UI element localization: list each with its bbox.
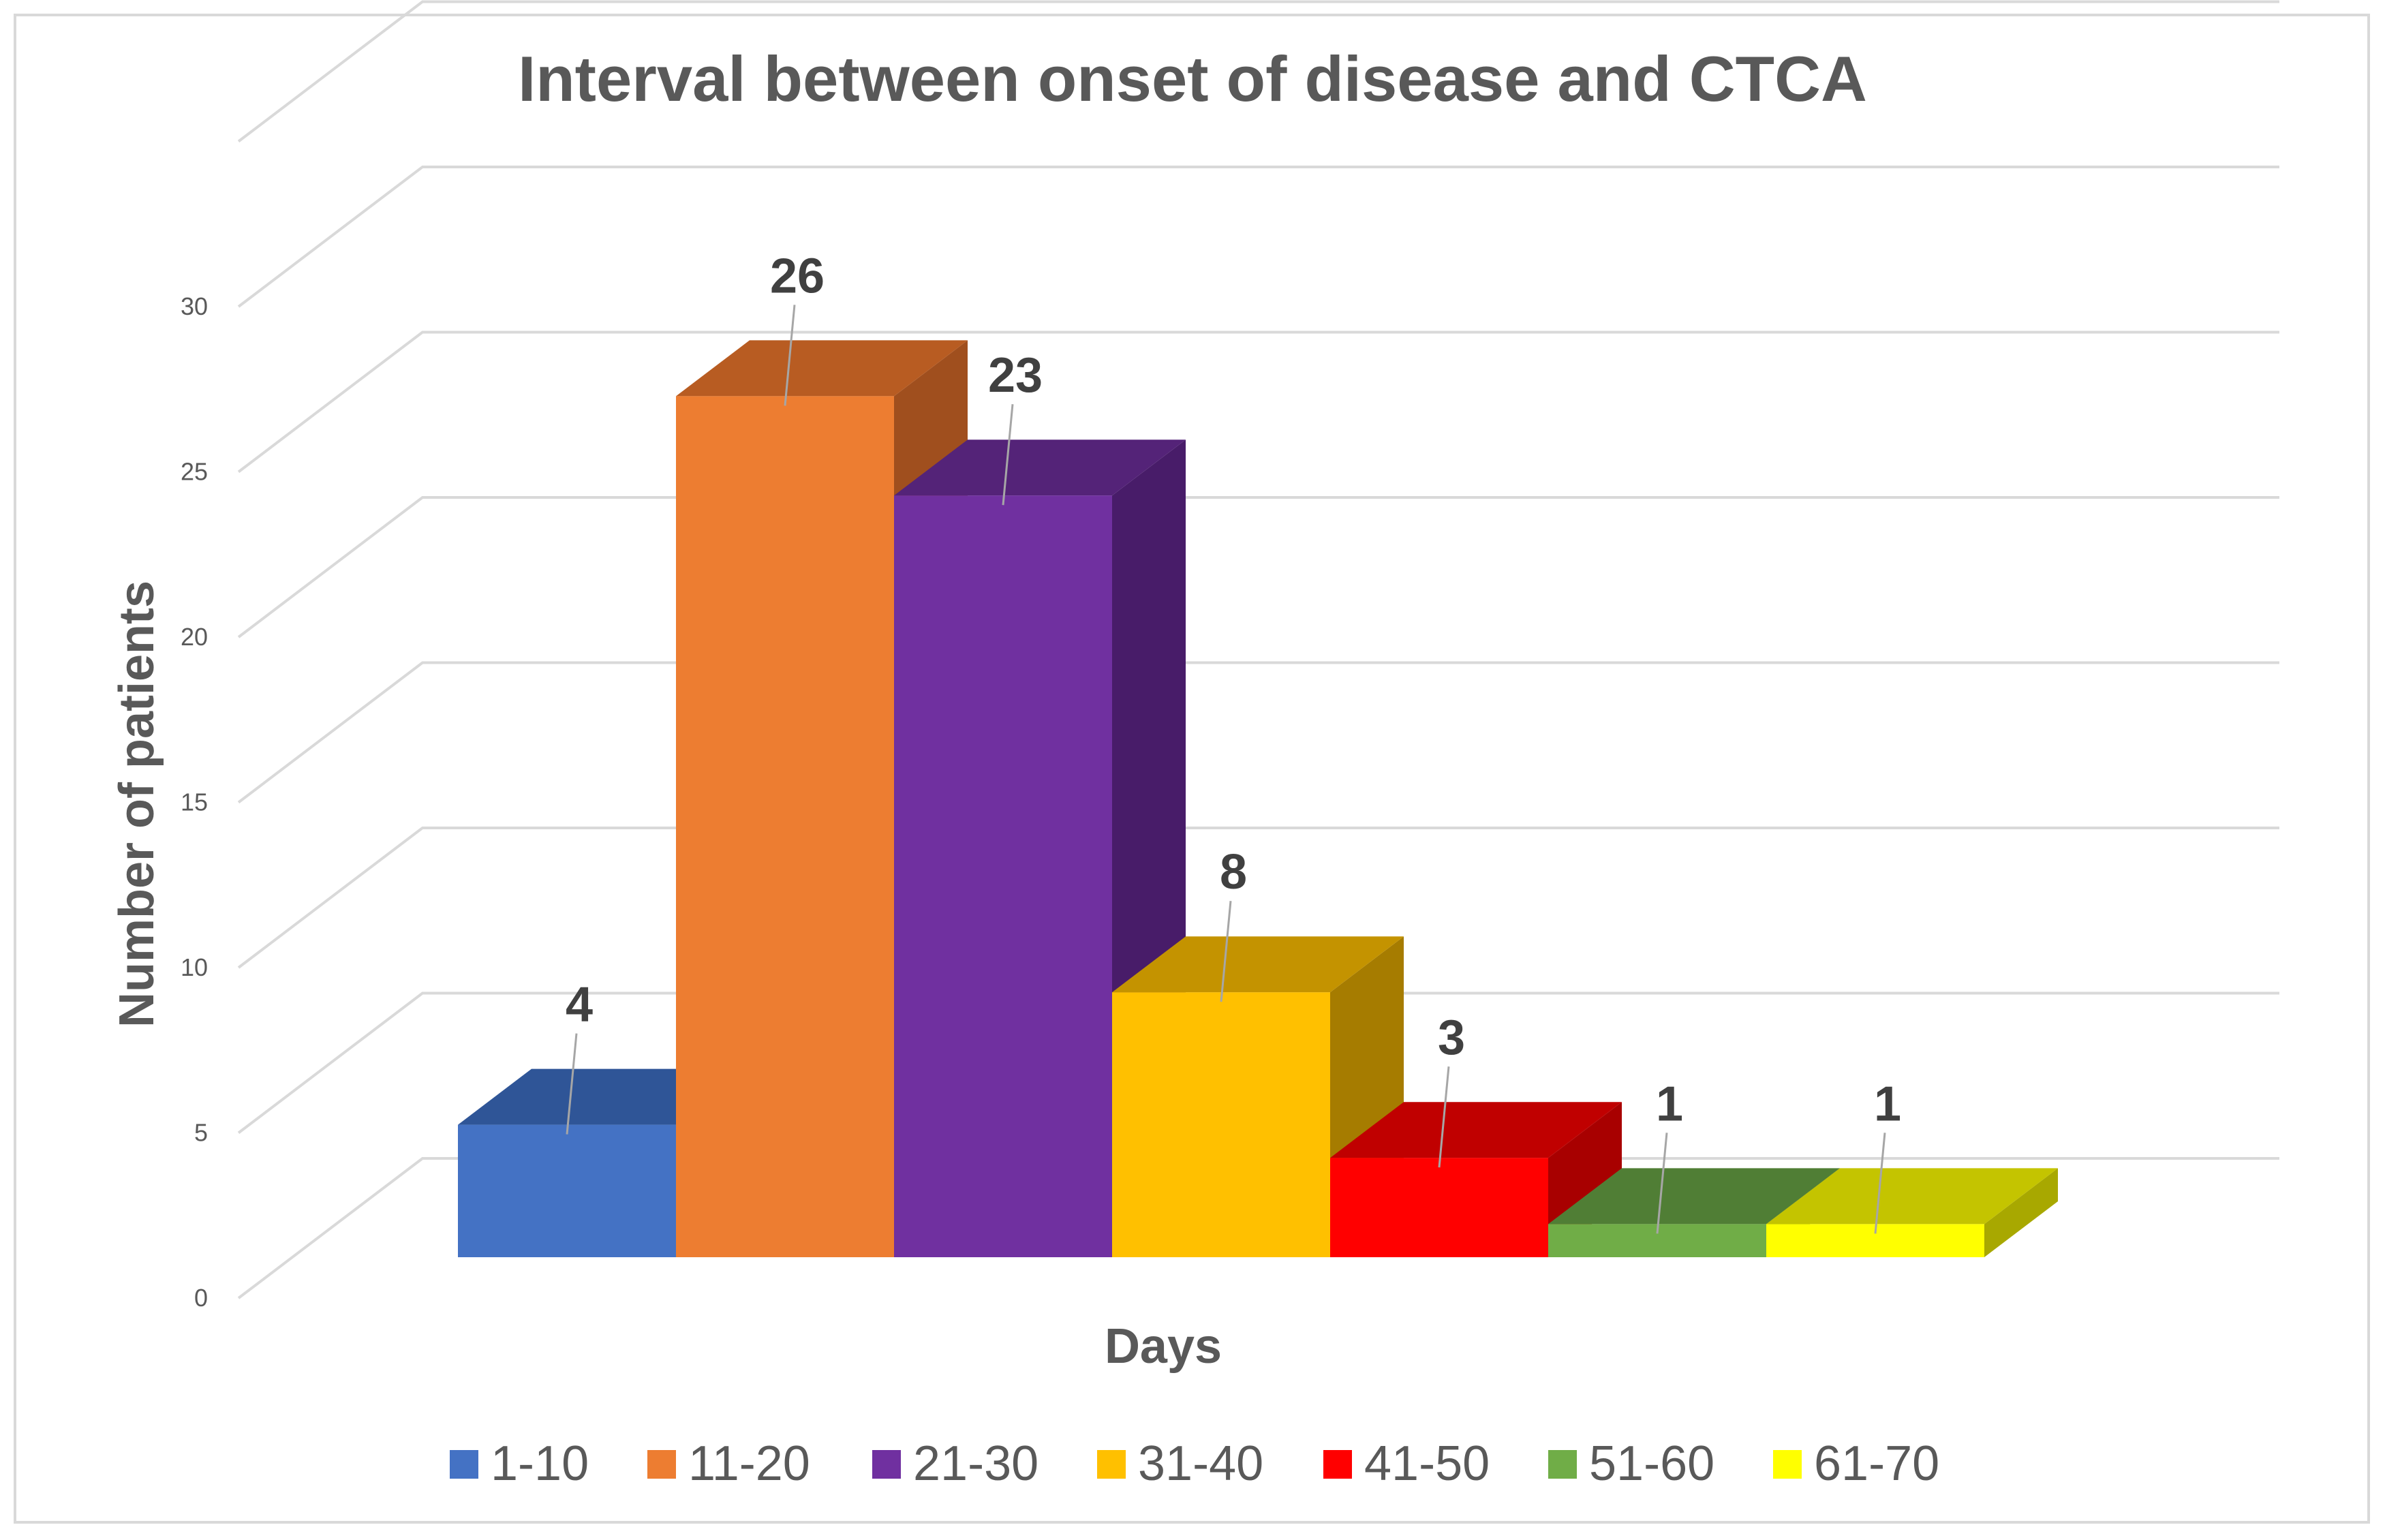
bar-41-50	[1330, 1102, 1622, 1257]
gridline	[237, 1157, 2279, 1299]
legend-label: 41-50	[1364, 1436, 1490, 1491]
bar-front	[1330, 1158, 1548, 1257]
y-tick-label: 20	[181, 623, 208, 651]
bar-top	[676, 340, 968, 397]
x-axis-title: Days	[1105, 1319, 1222, 1374]
legend-item: 51-60	[1548, 1436, 1714, 1491]
data-label: 1	[1874, 1077, 1901, 1131]
legend-label: 31-40	[1138, 1436, 1263, 1491]
data-label: 1	[1656, 1077, 1683, 1131]
bar-top	[1112, 936, 1404, 993]
chart-title: Interval between onset of disease and CT…	[518, 43, 1867, 114]
legend-swatch	[1323, 1450, 1352, 1479]
y-axis-title: Number of patients	[110, 581, 164, 1028]
gridline	[237, 661, 2279, 804]
bar-side	[1984, 1168, 2058, 1257]
gridlines	[237, 0, 2279, 1299]
data-label: 4	[566, 978, 593, 1032]
legend-swatch	[450, 1450, 478, 1479]
gridline	[237, 991, 2279, 1135]
bar-61-70	[1766, 1168, 2058, 1257]
leader-line	[784, 305, 796, 406]
bar-top	[1548, 1168, 1840, 1225]
leader-line	[1874, 1133, 1886, 1234]
legend-swatch	[1548, 1450, 1577, 1479]
chart-area	[14, 14, 2370, 1524]
legend-item: 41-50	[1323, 1436, 1490, 1491]
data-label: 23	[988, 348, 1043, 403]
y-tick-label: 5	[194, 1119, 208, 1147]
y-tick-label: 10	[181, 953, 208, 981]
legend-item: 21-30	[872, 1436, 1038, 1491]
leader-line	[566, 1033, 578, 1135]
data-label: 26	[770, 249, 825, 303]
legend-label: 1-10	[491, 1436, 589, 1491]
gridline	[237, 166, 2279, 308]
legend-item: 11-20	[647, 1436, 810, 1491]
legend-swatch	[647, 1450, 676, 1479]
legend-label: 21-30	[913, 1436, 1038, 1491]
gridline	[237, 330, 2279, 474]
bar-front	[894, 495, 1112, 1258]
bar-front	[458, 1124, 676, 1257]
legend-label: 51-60	[1589, 1436, 1714, 1491]
data-label: 8	[1220, 845, 1247, 899]
bar-top	[894, 440, 1186, 496]
legend-swatch	[872, 1450, 901, 1479]
bar-top	[1766, 1168, 2058, 1225]
y-tick-label: 15	[181, 788, 208, 816]
legend-item: 61-70	[1773, 1436, 1939, 1491]
legend-item: 1-10	[450, 1436, 589, 1491]
legend-swatch	[1773, 1450, 1802, 1479]
bar-top	[1330, 1102, 1622, 1158]
y-axis-ticks: 0 5 10 15 20 25 30	[181, 292, 208, 1312]
data-labels: 4 26 23 8 3 1 1	[566, 249, 1901, 1234]
legend-swatch	[1097, 1450, 1126, 1479]
gridline	[237, 496, 2279, 638]
y-tick-label: 0	[194, 1284, 208, 1312]
legend-item: 31-40	[1097, 1436, 1263, 1491]
legend: 1-10 11-20 21-30 31-40 41-50 51-60 61-70	[450, 1436, 1939, 1491]
legend-label: 11-20	[688, 1436, 810, 1491]
gridline	[237, 0, 2279, 143]
bar-front	[676, 396, 894, 1257]
leader-line	[1220, 901, 1232, 1002]
bars	[458, 340, 2058, 1258]
gridline	[237, 827, 2279, 969]
leader-line	[1438, 1066, 1450, 1168]
y-tick-label: 30	[181, 292, 208, 320]
legend-label: 61-70	[1814, 1436, 1939, 1491]
leader-line	[1002, 404, 1014, 506]
bar-front	[1112, 992, 1330, 1257]
leader-line	[1656, 1133, 1668, 1234]
data-label: 3	[1438, 1011, 1465, 1065]
y-tick-label: 25	[181, 458, 208, 486]
